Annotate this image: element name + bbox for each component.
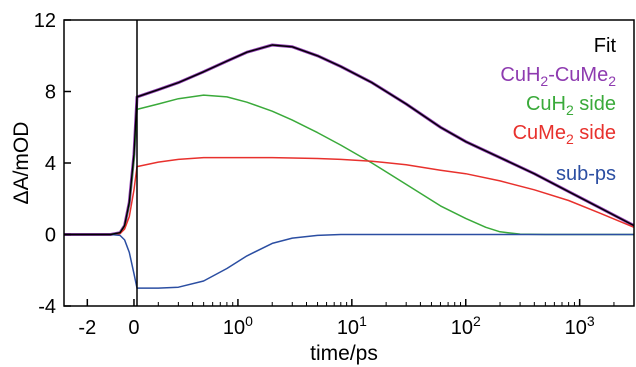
series-layer xyxy=(64,43,635,289)
legend-entry-fit: Fit xyxy=(594,35,617,57)
y-tick-label: 4 xyxy=(45,153,56,175)
x-axis-label: time/ps xyxy=(310,342,378,365)
y-tick-label: -4 xyxy=(38,296,56,318)
x-tick-label: 103 xyxy=(565,313,595,339)
y-tick-label: 8 xyxy=(45,82,56,104)
legend-entry-cuh2-cume2: CuH2-CuMe2 xyxy=(500,64,616,89)
series-line-fit xyxy=(64,44,635,236)
y-axis-label: ΔA/mOD xyxy=(10,122,33,205)
legend-entry-cume2-side: CuMe2 side xyxy=(513,122,616,147)
y-axis-ticks: -4 0 4 8 12 xyxy=(34,10,71,318)
y-tick-label: 0 xyxy=(45,225,56,247)
plot-frame xyxy=(63,19,635,307)
x-tick-label: -2 xyxy=(78,317,96,339)
series-line-sub-ps xyxy=(64,233,634,289)
x-tick-label: 100 xyxy=(223,313,253,339)
x-axis-ticks: -2 0 100 101 102 103 xyxy=(78,299,635,339)
y-tick-label: 12 xyxy=(34,10,56,32)
series-line-cuh2-side xyxy=(64,94,634,236)
legend-entry-cuh2-side: CuH2 side xyxy=(526,93,616,118)
legend: Fit CuH2-CuMe2 CuH2 side CuMe2 side sub-ps xyxy=(500,35,616,185)
legend-entry-sub-ps: sub-ps xyxy=(556,163,616,185)
series-line-cume2-side xyxy=(64,156,635,236)
x-tick-label: 102 xyxy=(451,313,481,339)
x-tick-label: 0 xyxy=(128,317,139,339)
x-tick-label: 101 xyxy=(337,313,367,339)
